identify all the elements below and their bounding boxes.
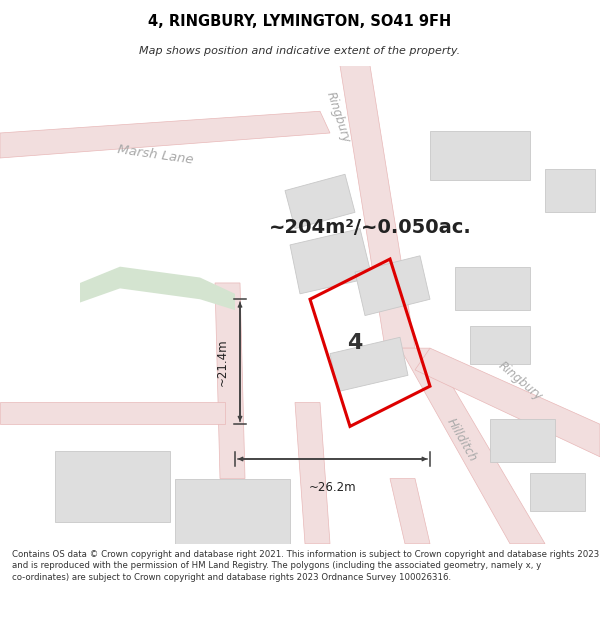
Polygon shape bbox=[285, 174, 355, 229]
Text: ~21.4m: ~21.4m bbox=[215, 338, 229, 386]
Polygon shape bbox=[415, 348, 600, 457]
Polygon shape bbox=[355, 256, 430, 316]
Polygon shape bbox=[455, 267, 530, 310]
Text: 4, RINGBURY, LYMINGTON, SO41 9FH: 4, RINGBURY, LYMINGTON, SO41 9FH bbox=[148, 14, 452, 29]
Polygon shape bbox=[340, 66, 415, 348]
Polygon shape bbox=[0, 402, 225, 424]
Polygon shape bbox=[80, 267, 235, 310]
Polygon shape bbox=[430, 131, 530, 180]
Text: Contains OS data © Crown copyright and database right 2021. This information is : Contains OS data © Crown copyright and d… bbox=[12, 549, 599, 581]
Polygon shape bbox=[545, 169, 595, 212]
Text: ~204m²/~0.050ac.: ~204m²/~0.050ac. bbox=[269, 218, 472, 238]
Polygon shape bbox=[390, 479, 430, 544]
Text: Hillditch: Hillditch bbox=[445, 416, 479, 464]
Polygon shape bbox=[530, 473, 585, 511]
Text: Marsh Lane: Marsh Lane bbox=[116, 143, 194, 166]
Text: Ringbury: Ringbury bbox=[496, 359, 545, 403]
Polygon shape bbox=[295, 402, 330, 544]
Polygon shape bbox=[290, 229, 372, 294]
Text: 4: 4 bbox=[347, 332, 362, 352]
Text: ~26.2m: ~26.2m bbox=[308, 481, 356, 494]
Polygon shape bbox=[0, 111, 330, 158]
Polygon shape bbox=[55, 451, 170, 522]
Polygon shape bbox=[490, 419, 555, 462]
Text: Map shows position and indicative extent of the property.: Map shows position and indicative extent… bbox=[139, 46, 461, 56]
Polygon shape bbox=[470, 326, 530, 364]
Text: Ringbury: Ringbury bbox=[323, 91, 352, 145]
Polygon shape bbox=[175, 479, 290, 544]
Polygon shape bbox=[215, 283, 245, 479]
Polygon shape bbox=[400, 348, 545, 544]
Polygon shape bbox=[330, 338, 408, 392]
